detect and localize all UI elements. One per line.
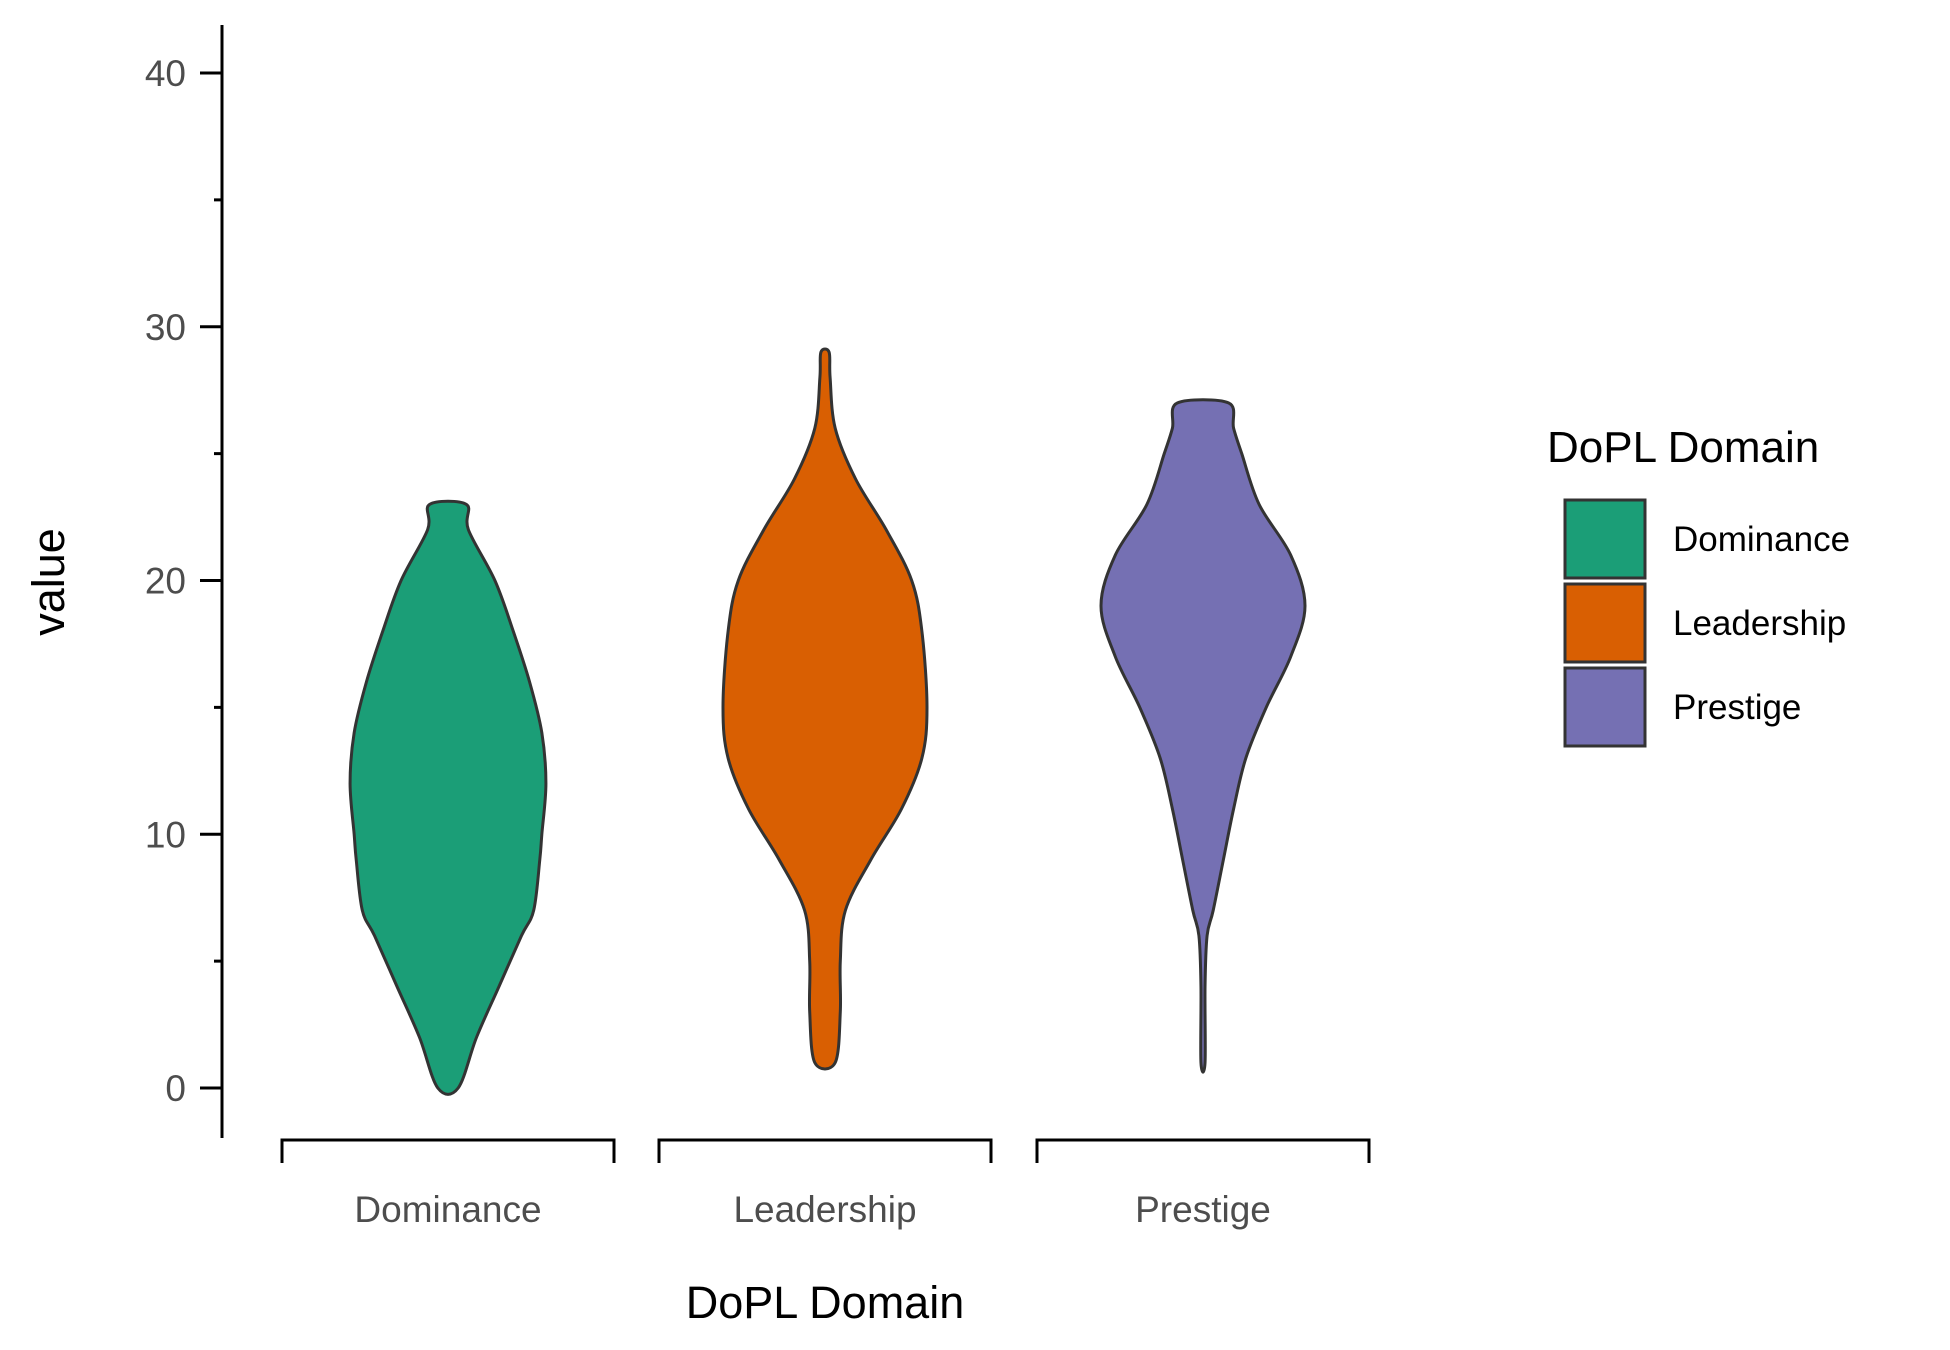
legend-key-prestige [1563, 666, 1647, 748]
y-tick-label: 10 [145, 814, 186, 855]
legend-label: Leadership [1673, 604, 1846, 643]
x-axis-bracket [657, 1138, 993, 1163]
violin-dominance [348, 499, 548, 1096]
y-axis-title: value [23, 528, 74, 636]
violin-prestige [1099, 398, 1307, 1074]
y-axis: 0 10 20 30 40 [145, 25, 224, 1138]
x-axis: Dominance Leadership Prestige [280, 1138, 1371, 1230]
legend-label: Dominance [1673, 520, 1850, 559]
x-tick-label: Leadership [733, 1189, 916, 1230]
y-tick-label: 0 [165, 1068, 186, 1109]
x-axis-bracket [1035, 1138, 1371, 1163]
x-axis-bracket [280, 1138, 616, 1163]
legend: DoPL Domain Dominance Leadership Prestige [1547, 423, 1850, 748]
y-tick-label: 40 [145, 53, 186, 94]
x-tick-label: Dominance [354, 1189, 541, 1230]
legend-key-leadership [1563, 582, 1647, 664]
legend-label: Prestige [1673, 688, 1801, 727]
x-axis-title: DoPL Domain [686, 1277, 964, 1328]
y-tick-label: 20 [145, 561, 186, 602]
y-tick-label: 30 [145, 307, 186, 348]
x-tick-label: Prestige [1135, 1189, 1271, 1230]
violin-layer [348, 347, 1307, 1096]
violin-leadership [721, 347, 929, 1071]
legend-key-dominance [1563, 498, 1647, 580]
legend-title: DoPL Domain [1547, 423, 1819, 472]
